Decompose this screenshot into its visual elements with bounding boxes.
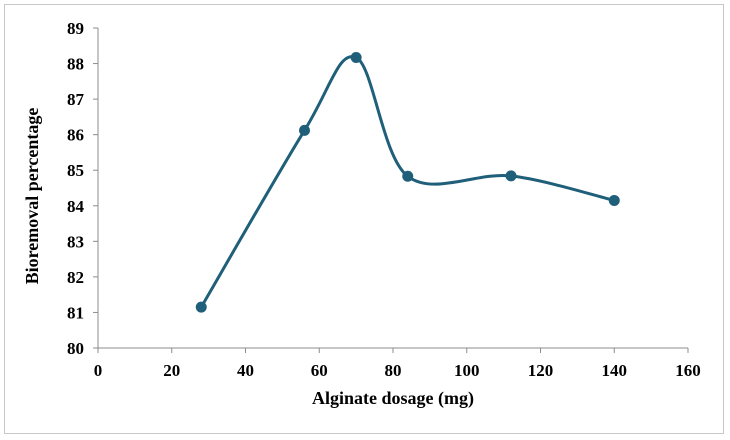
y-tick-label: 82: [67, 268, 84, 287]
x-tick-label: 0: [94, 361, 103, 380]
x-tick-label: 140: [602, 361, 628, 380]
y-tick-label: 80: [67, 339, 84, 358]
y-tick-label: 88: [67, 55, 84, 74]
data-point: [299, 124, 310, 136]
tick-labels: 0 20 40 60 80 100 120 140 160 80 81 82 83 84 85 86 87 88 8…: [67, 19, 701, 380]
x-tick-label: 120: [528, 361, 554, 380]
y-axis-title: Bioremoval percentage: [22, 108, 42, 285]
y-tick-label: 86: [67, 126, 84, 145]
data-point: [505, 170, 517, 182]
x-tick-label: 80: [385, 361, 402, 380]
x-tick-label: 160: [675, 361, 701, 380]
y-tick-label: 85: [67, 161, 84, 180]
series-layer: [195, 52, 620, 313]
y-tick-label: 84: [67, 197, 85, 216]
x-tick-label: 60: [311, 361, 328, 380]
x-tick-label: 20: [163, 361, 180, 380]
chart-frame: [4, 4, 724, 434]
y-tick-label: 89: [67, 19, 84, 38]
data-point: [402, 170, 414, 182]
axes: [93, 27, 689, 353]
data-point: [608, 194, 620, 206]
x-tick-label: 100: [454, 361, 480, 380]
y-tick-label: 83: [67, 232, 84, 251]
data-point: [350, 52, 362, 64]
x-axis-title: Alginate dosage (mg): [312, 388, 474, 409]
y-tick-label: 81: [67, 303, 84, 322]
y-tick-label: 87: [67, 90, 85, 109]
data-point: [195, 301, 207, 313]
series-line: [199, 55, 616, 309]
x-tick-label: 40: [237, 361, 254, 380]
